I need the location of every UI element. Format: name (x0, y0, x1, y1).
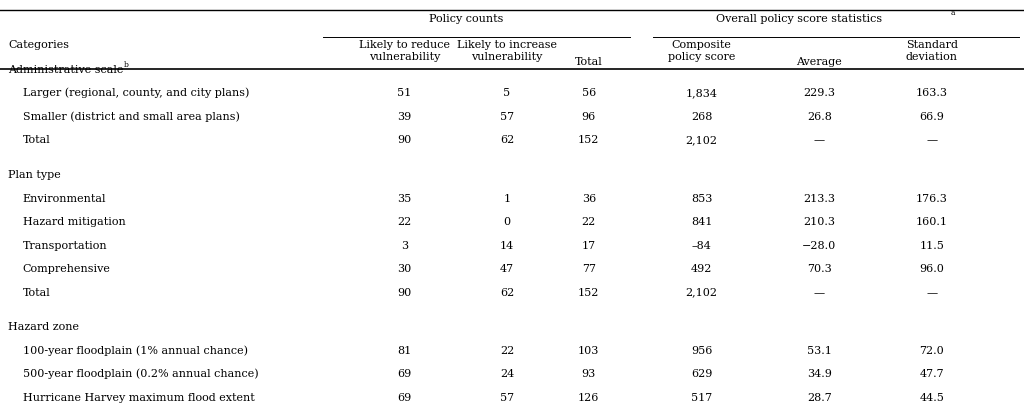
Text: 81: 81 (397, 346, 412, 356)
Text: 22: 22 (582, 217, 596, 227)
Text: 62: 62 (500, 288, 514, 298)
Text: 56: 56 (582, 88, 596, 98)
Text: Administrative scale: Administrative scale (8, 65, 124, 75)
Text: Plan type: Plan type (8, 170, 61, 180)
Text: 22: 22 (500, 346, 514, 356)
Text: 62: 62 (500, 135, 514, 145)
Text: 213.3: 213.3 (803, 194, 836, 204)
Text: 57: 57 (500, 112, 514, 122)
Text: Composite
policy score: Composite policy score (668, 40, 735, 62)
Text: Likely to reduce
vulnerability: Likely to reduce vulnerability (359, 40, 450, 62)
Text: 160.1: 160.1 (915, 217, 948, 227)
Text: —: — (927, 288, 937, 298)
Text: 47.7: 47.7 (920, 369, 944, 379)
Text: —: — (927, 135, 937, 145)
Text: 47: 47 (500, 264, 514, 274)
Text: Hazard zone: Hazard zone (8, 322, 79, 333)
Text: 163.3: 163.3 (915, 88, 948, 98)
Text: 152: 152 (579, 288, 599, 298)
Text: 30: 30 (397, 264, 412, 274)
Text: 57: 57 (500, 393, 514, 403)
Text: Environmental: Environmental (23, 194, 106, 204)
Text: 176.3: 176.3 (915, 194, 948, 204)
Text: 90: 90 (397, 135, 412, 145)
Text: 2,102: 2,102 (685, 135, 718, 145)
Text: 26.8: 26.8 (807, 112, 831, 122)
Text: Overall policy score statistics: Overall policy score statistics (716, 14, 882, 24)
Text: 517: 517 (691, 393, 712, 403)
Text: Transportation: Transportation (23, 241, 108, 251)
Text: 17: 17 (582, 241, 596, 251)
Text: 3: 3 (401, 241, 408, 251)
Text: Total: Total (23, 135, 50, 145)
Text: 28.7: 28.7 (807, 393, 831, 403)
Text: Total: Total (23, 288, 50, 298)
Text: 2,102: 2,102 (685, 288, 718, 298)
Text: 100-year floodplain (1% annual chance): 100-year floodplain (1% annual chance) (23, 345, 248, 356)
Text: 36: 36 (582, 194, 596, 204)
Text: 152: 152 (579, 135, 599, 145)
Text: 1,834: 1,834 (685, 88, 718, 98)
Text: 39: 39 (397, 112, 412, 122)
Text: —: — (814, 135, 824, 145)
Text: a: a (950, 9, 954, 17)
Text: 229.3: 229.3 (803, 88, 836, 98)
Text: 103: 103 (579, 346, 599, 356)
Text: Hurricane Harvey maximum flood extent: Hurricane Harvey maximum flood extent (23, 393, 254, 403)
Text: –84: –84 (691, 241, 712, 251)
Text: 500-year floodplain (0.2% annual chance): 500-year floodplain (0.2% annual chance) (23, 369, 258, 379)
Text: 69: 69 (397, 369, 412, 379)
Text: 69: 69 (397, 393, 412, 403)
Text: Categories: Categories (8, 40, 70, 51)
Text: 66.9: 66.9 (920, 112, 944, 122)
Text: b: b (124, 61, 129, 69)
Text: Likely to increase
vulnerability: Likely to increase vulnerability (457, 40, 557, 62)
Text: Hazard mitigation: Hazard mitigation (23, 217, 125, 227)
Text: 841: 841 (691, 217, 712, 227)
Text: 11.5: 11.5 (920, 241, 944, 251)
Text: Policy counts: Policy counts (429, 14, 503, 24)
Text: 1: 1 (504, 194, 510, 204)
Text: 90: 90 (397, 288, 412, 298)
Text: 22: 22 (397, 217, 412, 227)
Text: Average: Average (797, 57, 842, 67)
Text: 96.0: 96.0 (920, 264, 944, 274)
Text: 72.0: 72.0 (920, 346, 944, 356)
Text: 96: 96 (582, 112, 596, 122)
Text: 93: 93 (582, 369, 596, 379)
Text: −28.0: −28.0 (802, 241, 837, 251)
Text: 70.3: 70.3 (807, 264, 831, 274)
Text: Comprehensive: Comprehensive (23, 264, 111, 274)
Text: Larger (regional, county, and city plans): Larger (regional, county, and city plans… (23, 88, 249, 98)
Text: 126: 126 (579, 393, 599, 403)
Text: 492: 492 (691, 264, 712, 274)
Text: —: — (814, 288, 824, 298)
Text: 629: 629 (691, 369, 712, 379)
Text: 268: 268 (691, 112, 712, 122)
Text: 51: 51 (397, 88, 412, 98)
Text: 44.5: 44.5 (920, 393, 944, 403)
Text: 24: 24 (500, 369, 514, 379)
Text: Standard
deviation: Standard deviation (906, 40, 957, 62)
Text: 5: 5 (504, 88, 510, 98)
Text: 77: 77 (582, 264, 596, 274)
Text: 0: 0 (504, 217, 510, 227)
Text: 35: 35 (397, 194, 412, 204)
Text: 853: 853 (691, 194, 712, 204)
Text: Total: Total (574, 57, 603, 67)
Text: Smaller (district and small area plans): Smaller (district and small area plans) (23, 111, 240, 122)
Text: 53.1: 53.1 (807, 346, 831, 356)
Text: 14: 14 (500, 241, 514, 251)
Text: 34.9: 34.9 (807, 369, 831, 379)
Text: 210.3: 210.3 (803, 217, 836, 227)
Text: 956: 956 (691, 346, 712, 356)
